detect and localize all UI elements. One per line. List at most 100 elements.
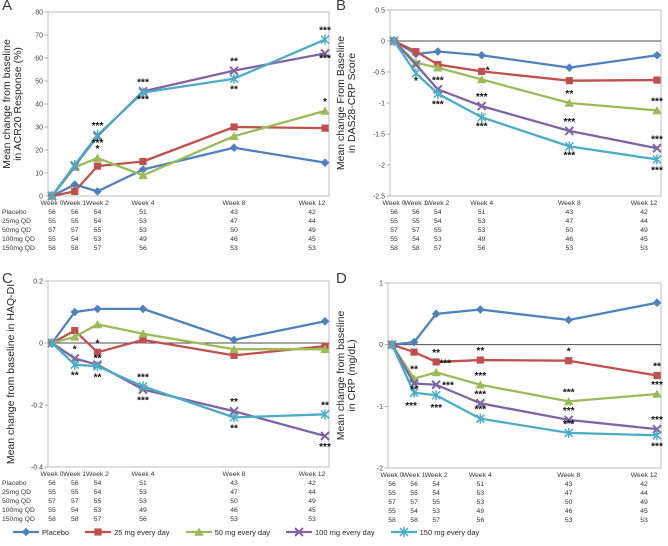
svg-text:53: 53	[94, 507, 102, 514]
panel-d-label: D	[336, 270, 347, 287]
svg-text:-1: -1	[377, 404, 383, 411]
svg-text:55: 55	[48, 507, 56, 514]
svg-text:56: 56	[48, 480, 56, 487]
svg-text:55: 55	[432, 499, 440, 506]
svg-text:***: ***	[92, 138, 104, 149]
svg-text:**: **	[230, 397, 238, 408]
svg-text:53: 53	[230, 516, 238, 523]
B-axes: 0.5 0 -0.5 -1 -1.5 -2 -2.5	[373, 8, 662, 201]
svg-text:51: 51	[139, 480, 147, 487]
svg-text:42: 42	[308, 209, 316, 216]
svg-text:54: 54	[412, 236, 420, 243]
svg-text:57: 57	[48, 498, 56, 505]
svg-text:57: 57	[410, 499, 418, 506]
svg-text:150mg QD: 150mg QD	[2, 245, 35, 252]
svg-text:40: 40	[35, 102, 43, 109]
panel-a-chart: 0 10 20 30 40 50 60 70 80 Mean change from baseli…	[1, 10, 331, 253]
D-series-d150	[387, 339, 662, 441]
svg-text:*: *	[323, 97, 327, 108]
svg-text:25mg QD: 25mg QD	[2, 218, 31, 225]
svg-text:0: 0	[39, 341, 43, 348]
svg-text:Week 8: Week 8	[557, 472, 580, 479]
svg-text:***: ***	[137, 95, 149, 106]
svg-text:-0.2: -0.2	[31, 403, 43, 410]
svg-text:80: 80	[35, 10, 43, 17]
svg-text:-2: -2	[379, 163, 385, 170]
C-significance-annotations: ******** ****** *********	[71, 338, 331, 453]
svg-text:56: 56	[48, 209, 56, 216]
svg-text:54: 54	[94, 209, 102, 216]
legend-item-label: 50 mg every day	[214, 527, 271, 537]
svg-text:***: ***	[476, 92, 488, 103]
svg-text:55: 55	[390, 236, 398, 243]
svg-text:**: **	[432, 348, 440, 359]
svg-text:100mg QD: 100mg QD	[2, 236, 35, 243]
svg-text:47: 47	[230, 489, 238, 496]
svg-text:53: 53	[434, 236, 442, 243]
svg-text:-0.5: -0.5	[373, 70, 385, 77]
svg-text:100mg QD: 100mg QD	[2, 507, 35, 514]
svg-text:30: 30	[35, 125, 43, 132]
svg-text:43: 43	[230, 480, 238, 487]
svg-text:***: ***	[651, 165, 663, 176]
svg-text:58: 58	[48, 516, 56, 523]
svg-text:Week 0: Week 0	[383, 200, 406, 207]
C-axes: 0.2 0 -0.2 -0.4	[31, 279, 330, 472]
svg-text:56: 56	[388, 481, 396, 488]
svg-text:50: 50	[230, 227, 238, 234]
legend-item-label: 150 mg every day	[419, 527, 480, 537]
D-markers-d150	[387, 339, 662, 441]
svg-text:in CRP (mg/dL): in CRP (mg/dL)	[346, 339, 358, 411]
svg-text:20: 20	[35, 148, 43, 155]
D-series-placebo	[387, 298, 662, 349]
svg-text:55: 55	[388, 508, 396, 515]
svg-text:-2: -2	[377, 466, 383, 473]
A-axes: 0 10 20 30 40 50 60 70 80	[35, 10, 330, 201]
svg-text:57: 57	[432, 517, 440, 523]
A-n-table: Placebo 56 56 54 51 43 42 25mg QD 55 55 54 53 47 44 50…	[2, 209, 316, 252]
B-markers-d150	[389, 36, 662, 165]
svg-text:**: **	[94, 354, 102, 365]
svg-text:54: 54	[94, 480, 102, 487]
svg-text:***: ***	[651, 134, 663, 145]
svg-text:***: ***	[474, 405, 486, 416]
svg-text:***: ***	[651, 415, 663, 426]
svg-text:46: 46	[565, 508, 573, 515]
svg-text:**: **	[94, 372, 102, 383]
panel-b-chart: 0.5 0 -0.5 -1 -1.5 -2 -2.5 Mean change From Bas…	[335, 8, 663, 253]
svg-text:42: 42	[640, 481, 648, 488]
svg-text:56: 56	[139, 516, 147, 523]
svg-text:45: 45	[640, 236, 648, 243]
panel-a: A 0 10 20 30 40 50 60 70 80 Mean change from base…	[0, 0, 334, 273]
svg-text:55: 55	[410, 490, 418, 497]
B-series-d150	[389, 36, 662, 165]
svg-text:53: 53	[139, 498, 147, 505]
svg-text:Mean change from baseline in H: Mean change from baseline in HAQ-DI	[5, 284, 17, 464]
svg-text:Placebo: Placebo	[2, 480, 27, 487]
legend-item-150mg: 150 mg every day	[390, 527, 480, 537]
legend-item-25mg: 25 mg every day	[84, 527, 170, 537]
svg-text:*: *	[567, 347, 571, 358]
svg-text:-1.5: -1.5	[373, 132, 385, 139]
svg-text:***: ***	[474, 371, 486, 382]
svg-text:44: 44	[640, 490, 648, 497]
svg-text:54: 54	[410, 508, 418, 515]
D-series-d100	[387, 339, 662, 434]
panel-b-label: B	[336, 0, 347, 14]
svg-text:57: 57	[48, 227, 56, 234]
svg-text:47: 47	[566, 218, 574, 225]
svg-text:Week 4: Week 4	[470, 200, 493, 207]
svg-text:Week 12: Week 12	[299, 200, 326, 207]
svg-text:54: 54	[94, 218, 102, 225]
B-series-d100	[389, 36, 662, 153]
svg-text:Week 12: Week 12	[631, 472, 658, 479]
legend-item-label: 100 mg every day	[315, 527, 375, 537]
panel-a-label: A	[2, 0, 13, 14]
svg-text:55: 55	[71, 489, 79, 496]
D-markers-d100	[387, 339, 662, 434]
svg-text:50: 50	[565, 499, 573, 506]
svg-text:55: 55	[388, 490, 396, 497]
C-n-table: Placebo 56 56 54 51 43 42 25mg QD 55 55 54 53 47 44 50…	[2, 480, 316, 523]
svg-text:***: ***	[137, 396, 149, 407]
